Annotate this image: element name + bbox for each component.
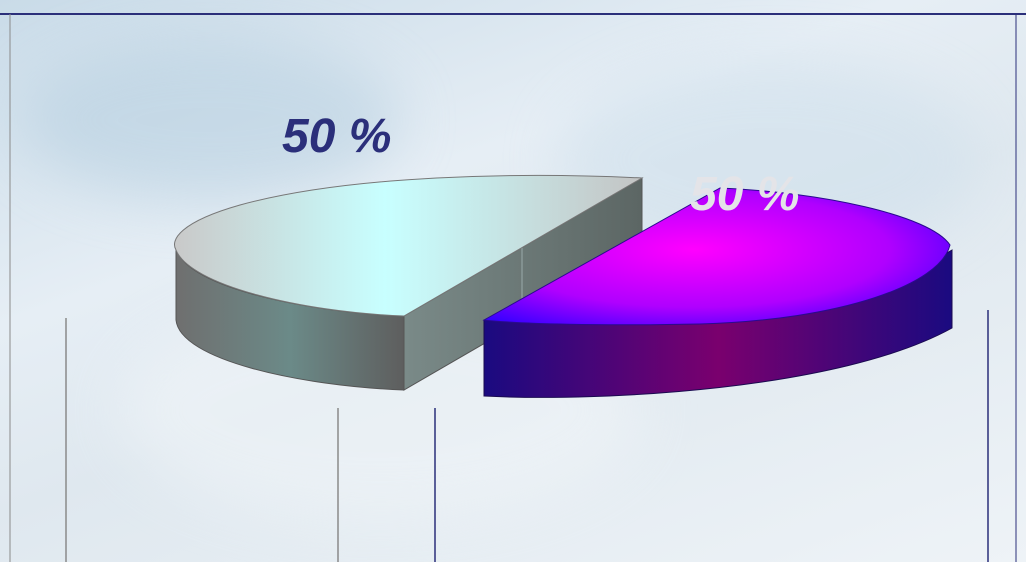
pie-slice-1: [174, 174, 644, 391]
slice-1-label: 50 %: [282, 110, 391, 163]
slice-2-label: 50 %: [690, 168, 799, 221]
pie-slice-2: [482, 187, 953, 398]
cloud-shape: [20, 40, 400, 200]
